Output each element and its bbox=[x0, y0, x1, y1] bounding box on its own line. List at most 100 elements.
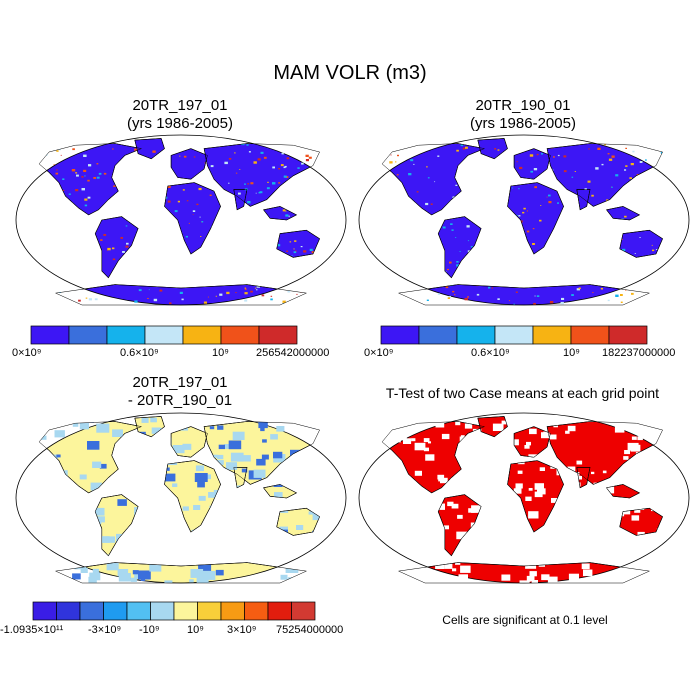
grid-cell bbox=[437, 155, 440, 157]
grid-cell bbox=[256, 458, 266, 466]
grid-cell bbox=[460, 565, 471, 573]
grid-cell bbox=[510, 439, 519, 446]
grid-cell bbox=[541, 432, 550, 439]
grid-cell bbox=[448, 295, 451, 298]
coastline bbox=[507, 460, 564, 533]
grid-cell bbox=[107, 247, 111, 251]
grid-cell bbox=[244, 288, 247, 290]
grid-cell bbox=[676, 170, 677, 171]
grid-cell bbox=[41, 135, 43, 136]
grid-cell bbox=[375, 283, 377, 285]
grid-cell bbox=[147, 298, 149, 299]
coastline bbox=[619, 507, 663, 536]
grid-cell bbox=[534, 186, 537, 189]
coastline bbox=[576, 467, 591, 489]
colorbar-1-label: 256542000000 bbox=[256, 347, 330, 359]
grid-cell bbox=[238, 192, 241, 195]
coastline bbox=[233, 467, 248, 489]
grid-cell bbox=[192, 214, 194, 215]
grid-cell bbox=[547, 576, 558, 583]
grid-cell bbox=[190, 569, 204, 578]
grid-cell bbox=[677, 141, 679, 143]
map-panel-1 bbox=[15, 134, 347, 306]
grid-cell bbox=[337, 578, 344, 583]
grid-cell bbox=[81, 176, 84, 178]
grid-cell bbox=[248, 151, 251, 153]
grid-cell bbox=[333, 418, 343, 425]
grid-cell bbox=[524, 445, 530, 449]
grid-cell bbox=[685, 439, 693, 445]
grid-cell bbox=[684, 272, 687, 274]
grid-cell bbox=[394, 141, 396, 142]
grid-cell bbox=[568, 573, 579, 581]
grid-cell bbox=[106, 561, 119, 571]
grid-cell bbox=[563, 170, 567, 173]
grid-cell bbox=[43, 151, 48, 154]
grid-cell bbox=[425, 454, 435, 461]
colorbar-swatch bbox=[570, 325, 610, 345]
grid-cell bbox=[113, 185, 116, 187]
grid-cell bbox=[304, 576, 313, 582]
grid-cell bbox=[405, 281, 409, 285]
grid-cell bbox=[322, 441, 330, 447]
grid-cell bbox=[39, 557, 50, 566]
grid-cell bbox=[608, 158, 613, 161]
colorbar-3-label: 75254000000 bbox=[276, 624, 344, 636]
grid-cell bbox=[134, 148, 138, 151]
grid-cell bbox=[204, 162, 206, 164]
grid-cell bbox=[23, 173, 27, 175]
grid-cell bbox=[395, 161, 397, 163]
grid-cell bbox=[630, 444, 641, 452]
grid-cell bbox=[664, 417, 674, 424]
colorbar-swatch bbox=[68, 325, 108, 345]
grid-cell bbox=[435, 562, 445, 569]
coastline bbox=[134, 138, 165, 160]
grid-cell bbox=[215, 295, 217, 297]
grid-cell bbox=[621, 238, 623, 240]
grid-cell bbox=[153, 428, 162, 434]
grid-cell bbox=[230, 452, 244, 462]
grid-cell bbox=[150, 417, 157, 423]
grid-cell bbox=[322, 137, 325, 139]
grid-cell bbox=[604, 143, 607, 146]
colorbar-2-label: 0.6×10⁹ bbox=[471, 347, 510, 359]
grid-cell bbox=[340, 279, 343, 281]
grid-cell bbox=[87, 179, 90, 182]
grid-cell bbox=[464, 423, 473, 429]
colorbar-swatch bbox=[258, 325, 298, 345]
grid-cell bbox=[244, 299, 248, 302]
grid-cell bbox=[105, 142, 108, 144]
grid-cell bbox=[563, 155, 567, 158]
grid-cell bbox=[305, 159, 309, 162]
grid-cell bbox=[456, 261, 459, 263]
grid-cell bbox=[287, 577, 298, 583]
grid-cell bbox=[295, 250, 297, 252]
grid-cell bbox=[83, 154, 87, 157]
grid-cell bbox=[539, 219, 542, 222]
colorbar-swatch bbox=[267, 601, 292, 621]
grid-cell bbox=[186, 200, 189, 202]
grid-cell bbox=[416, 191, 419, 193]
grid-cell bbox=[164, 467, 170, 471]
grid-cell bbox=[309, 248, 313, 251]
grid-cell bbox=[445, 286, 449, 289]
grid-cell bbox=[614, 426, 625, 433]
grid-cell bbox=[213, 454, 218, 458]
grid-cell bbox=[117, 499, 127, 506]
grid-cell bbox=[122, 251, 125, 253]
grid-cell bbox=[266, 187, 270, 190]
grid-cell bbox=[592, 292, 594, 293]
grid-cell bbox=[293, 251, 297, 254]
grid-cell bbox=[32, 260, 36, 262]
grid-cell bbox=[172, 445, 185, 454]
grid-cell bbox=[148, 289, 150, 291]
grid-cell bbox=[72, 148, 75, 151]
grid-cell bbox=[18, 545, 26, 551]
grid-cell bbox=[368, 145, 371, 147]
colorbar-3 bbox=[32, 601, 316, 621]
grid-cell bbox=[615, 135, 616, 136]
grid-cell bbox=[27, 437, 38, 445]
grid-cell bbox=[371, 445, 375, 448]
grid-cell bbox=[305, 143, 308, 146]
grid-cell bbox=[435, 581, 442, 583]
